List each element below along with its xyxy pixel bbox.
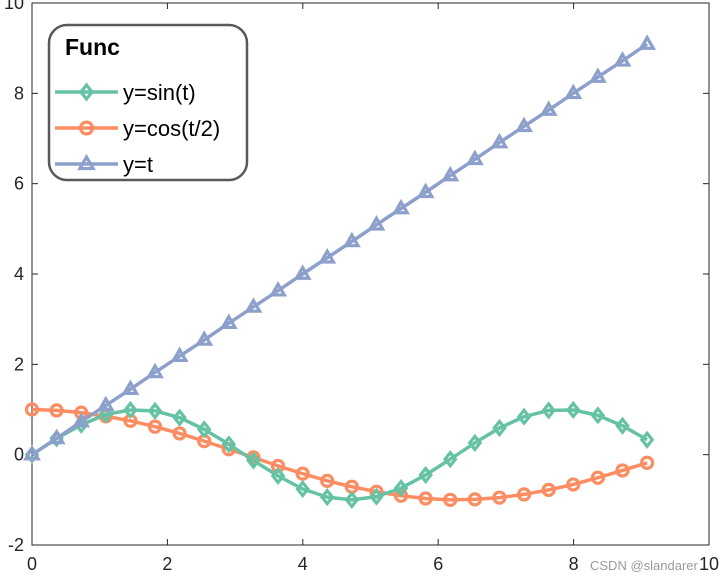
data-point [367, 215, 386, 231]
data-point [393, 488, 409, 503]
data-point [269, 281, 287, 297]
x-tick-label: 6 [433, 554, 443, 574]
data-point [465, 149, 484, 166]
data-point [319, 488, 335, 507]
data-point [638, 34, 657, 50]
legend-entry: y=t [123, 152, 153, 177]
y-tick-label: -2 [8, 535, 24, 555]
data-point [590, 470, 606, 485]
legend-marker [77, 153, 96, 171]
data-point [392, 198, 410, 215]
x-tick-label: 8 [569, 554, 579, 574]
data-point [416, 182, 435, 199]
data-point [72, 411, 91, 428]
data-point [418, 465, 433, 485]
data-point [244, 297, 263, 313]
data-point [47, 428, 66, 445]
data-point [467, 433, 483, 452]
legend-box [47, 23, 249, 182]
watermark-text: CSDN @slandarer [590, 558, 699, 573]
data-point [615, 463, 630, 478]
data-point [196, 420, 212, 439]
data-point [49, 403, 64, 418]
data-point [541, 401, 556, 420]
legend-marker [78, 82, 95, 102]
data-point [318, 248, 337, 264]
data-point [418, 491, 433, 506]
y-tick-label: 8 [14, 83, 24, 103]
data-point [295, 466, 310, 481]
data-point [441, 165, 460, 182]
data-point [492, 490, 507, 505]
data-point [613, 51, 632, 67]
data-point [492, 418, 507, 438]
data-point [566, 477, 581, 492]
data-point [195, 330, 214, 346]
data-point [539, 100, 558, 116]
data-point [564, 83, 583, 100]
data-point [516, 487, 532, 502]
data-point [541, 482, 556, 498]
series-diamond [24, 400, 655, 509]
series-triangle [23, 34, 657, 461]
data-point [293, 264, 312, 280]
x-tick-label: 0 [27, 554, 37, 574]
data-point [24, 402, 40, 417]
series-layer [23, 34, 657, 509]
data-point [23, 444, 41, 461]
y-tick-label: 6 [14, 174, 24, 194]
data-point [172, 408, 187, 427]
data-point [96, 395, 115, 412]
data-point [295, 479, 310, 499]
legend-title: Func [65, 34, 120, 60]
data-point [639, 455, 655, 470]
data-point [246, 451, 261, 470]
data-point [467, 492, 482, 507]
data-point [566, 400, 581, 420]
data-point [393, 479, 409, 498]
data-point [221, 435, 237, 454]
y-tick-label: 4 [14, 264, 24, 284]
x-tick-label: 2 [162, 554, 172, 574]
data-point [342, 231, 361, 248]
x-tick-label: 10 [699, 554, 719, 574]
data-point [369, 487, 384, 506]
data-point [147, 419, 163, 434]
data-point [588, 67, 607, 83]
data-point [515, 116, 534, 133]
data-point [219, 313, 238, 330]
data-point [147, 401, 163, 420]
data-point [170, 346, 189, 363]
data-point [320, 473, 335, 488]
data-point [172, 426, 187, 441]
legend-entry: y=sin(t) [123, 80, 196, 105]
data-point [443, 450, 458, 469]
data-point [639, 430, 655, 449]
data-point [98, 405, 114, 424]
x-tick-label: 4 [298, 554, 308, 574]
data-point [146, 362, 164, 379]
data-point [270, 466, 286, 485]
data-point [344, 490, 360, 509]
data-point [590, 406, 606, 425]
data-point [121, 379, 140, 395]
y-tick-label: 0 [14, 445, 24, 465]
data-point [516, 407, 532, 426]
legend-entry: y=cos(t/2) [123, 116, 220, 141]
y-tick-label: 2 [14, 354, 24, 374]
data-point [615, 416, 630, 435]
data-point [123, 400, 138, 420]
data-point [443, 492, 458, 507]
y-tick-label: 10 [4, 0, 24, 13]
data-point [490, 132, 509, 149]
legend-marker [78, 120, 95, 136]
